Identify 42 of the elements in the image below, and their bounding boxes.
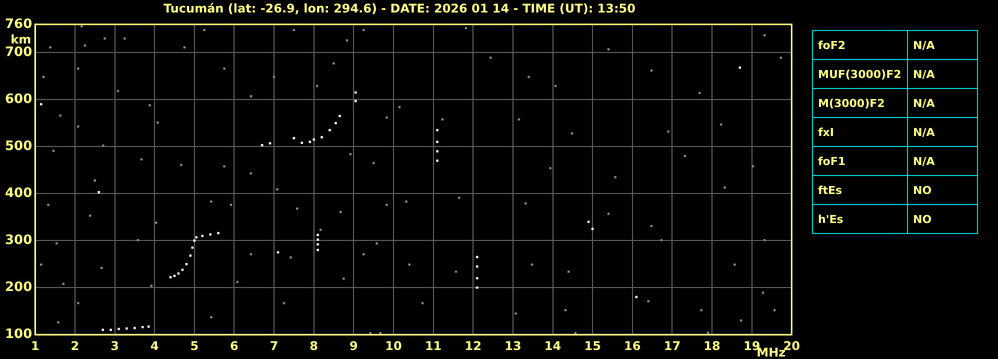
x-tick-label: 8 (310, 338, 318, 353)
x-tick-label: 14 (544, 338, 562, 353)
y-tick-label: 500 (4, 138, 32, 154)
x-tick-label: 11 (424, 338, 442, 353)
x-tick-label: 7 (270, 338, 278, 353)
y-tick-label: 200 (4, 280, 32, 295)
y-tick-label: 700 (4, 44, 32, 60)
text: N/A (908, 30, 978, 60)
x-tick-label: 4 (150, 338, 159, 353)
text: fxI (812, 118, 908, 146)
text: foF1 (812, 146, 908, 176)
text: N/A (908, 118, 978, 146)
text: MUF(3000)F2 (812, 60, 908, 88)
text: M(3000)F2 (812, 88, 908, 118)
y-tick-label: 600 (4, 92, 32, 107)
x-tick-label: 16 (624, 338, 641, 353)
x-tick-label: 13 (504, 338, 522, 353)
text: NO (908, 204, 978, 234)
x-tick-label: 18 (704, 338, 720, 353)
y-tick-label: 300 (4, 232, 32, 248)
x-tick-label: 1 (30, 338, 40, 353)
x-tick-label: 12 (464, 338, 482, 353)
x-tick-label: 5 (190, 338, 199, 353)
x-tick-label: 9 (349, 338, 358, 353)
y-tick-label: 100 (4, 326, 32, 342)
x-tick-label: 17 (664, 338, 681, 353)
text: h'Es (812, 204, 908, 234)
x-tick-label: 3 (110, 338, 119, 353)
y-axis-title: km (10, 32, 32, 47)
x-tick-label: 2 (70, 338, 80, 353)
text: N/A (908, 88, 978, 118)
text: N/A (908, 60, 978, 88)
y-tick-label: 760 (4, 16, 32, 32)
x-tick-label: 6 (230, 338, 238, 353)
x-tick-label: 10 (385, 338, 402, 353)
chart-title: Tucumán (lat: -26.9, lon: 294.6) - DATE: 2026 01 14 - TIME (UT): 13:50 (164, 1, 636, 16)
text: foF2 (812, 30, 908, 60)
text: N/A (908, 146, 978, 176)
y-tick-label: 400 (4, 186, 32, 201)
x-tick-label: 15 (584, 338, 601, 353)
text: NO (908, 176, 978, 204)
text: ftEs (812, 176, 908, 204)
